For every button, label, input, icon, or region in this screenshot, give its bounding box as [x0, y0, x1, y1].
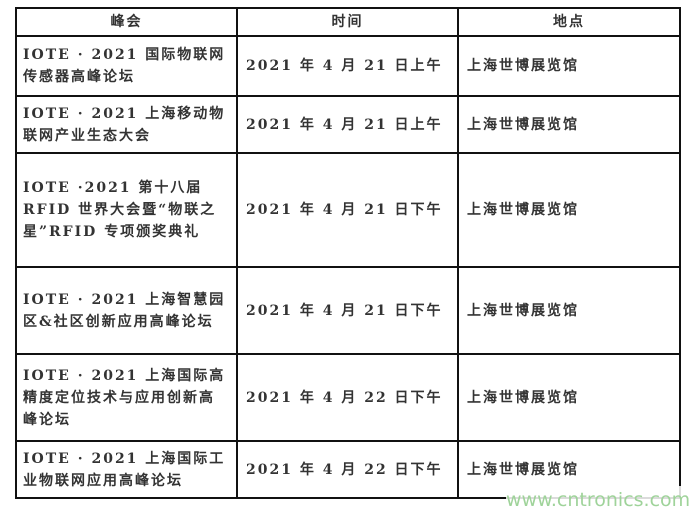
time-cell: 2021 年 4 月 22 日下午: [236, 353, 459, 442]
summit-cell: IOTE · 2021 上海智慧园区&社区创新应用高峰论坛: [15, 266, 238, 355]
place-cell: 上海世博展览馆: [457, 35, 681, 97]
time-cell: 2021 年 4 月 22 日下午: [236, 440, 459, 499]
header-summit: 峰会: [15, 7, 238, 37]
header-row: 峰会 时间 地点: [15, 7, 681, 37]
summit-cell: IOTE · 2021 上海移动物联网产业生态大会: [15, 95, 238, 154]
table-row: IOTE · 2021 国际物联网传感器高峰论坛 2021 年 4 月 21 日…: [15, 35, 681, 97]
summit-schedule-table: 峰会 时间 地点 IOTE · 2021 国际物联网传感器高峰论坛 2021 年…: [15, 7, 681, 499]
place-cell: 上海世博展览馆: [457, 95, 681, 154]
time-cell: 2021 年 4 月 21 日下午: [236, 266, 459, 355]
header-time: 时间: [236, 7, 459, 37]
table-row: IOTE ·2021 第十八届 RFID 世界大会暨“物联之星”RFID 专项颁…: [15, 152, 681, 268]
time-cell: 2021 年 4 月 21 日上午: [236, 35, 459, 97]
summit-cell: IOTE ·2021 第十八届 RFID 世界大会暨“物联之星”RFID 专项颁…: [15, 152, 238, 268]
header-place: 地点: [457, 7, 681, 37]
table-row: IOTE · 2021 上海移动物联网产业生态大会 2021 年 4 月 21 …: [15, 95, 681, 154]
time-cell: 2021 年 4 月 21 日上午: [236, 95, 459, 154]
place-cell: 上海世博展览馆: [457, 266, 681, 355]
time-cell: 2021 年 4 月 21 日下午: [236, 152, 459, 268]
watermark: www.cntronics.com: [506, 486, 690, 515]
summit-cell: IOTE · 2021 上海国际高精度定位技术与应用创新高峰论坛: [15, 353, 238, 442]
table-row: IOTE · 2021 上海国际工业物联网应用高峰论坛 2021 年 4 月 2…: [15, 440, 681, 499]
table-row: IOTE · 2021 上海国际高精度定位技术与应用创新高峰论坛 2021 年 …: [15, 353, 681, 442]
table-row: IOTE · 2021 上海智慧园区&社区创新应用高峰论坛 2021 年 4 月…: [15, 266, 681, 355]
place-cell: 上海世博展览馆: [457, 152, 681, 268]
place-cell: 上海世博展览馆: [457, 353, 681, 442]
summit-cell: IOTE · 2021 上海国际工业物联网应用高峰论坛: [15, 440, 238, 499]
summit-cell: IOTE · 2021 国际物联网传感器高峰论坛: [15, 35, 238, 97]
